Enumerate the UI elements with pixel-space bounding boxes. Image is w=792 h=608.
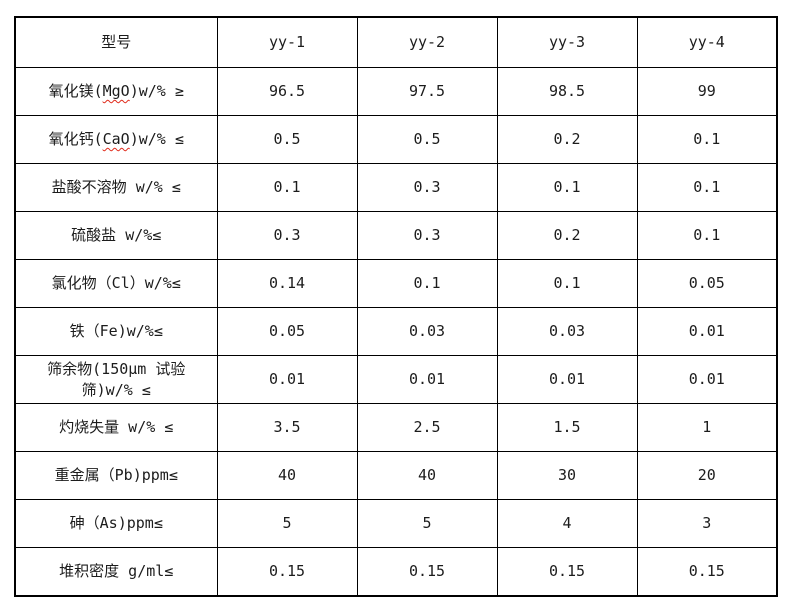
value-cell: 0.01 [356,355,498,404]
param-label-text: 氧化钙( [48,130,103,148]
spellcheck-underlined-word: CaO [102,130,130,148]
table-row-iron: 铁（Fe)w/%≤ 0.05 0.03 0.03 0.01 [14,307,778,356]
param-label-cell: 氧化镁(MgO)w/% ≥ [14,67,218,116]
table-row-heavy-metals: 重金属（Pb)ppm≤ 40 40 30 20 [14,451,778,500]
value-cell: 0.2 [496,115,638,164]
value-cell: 0.3 [356,163,498,212]
value-cell: 0.05 [216,307,358,356]
value-cell: 0.01 [636,307,778,356]
value-cell: 0.01 [216,355,358,404]
table-row-chloride: 氯化物（Cl）w/%≤ 0.14 0.1 0.1 0.05 [14,259,778,308]
table-row-mgo: 氧化镁(MgO)w/% ≥ 96.5 97.5 98.5 99 [14,67,778,116]
param-label-text: 重金属（Pb)ppm≤ [54,466,178,484]
value-cell: 3 [636,499,778,548]
table-row-sieve-residue: 筛余物(150μm 试验 筛)w/% ≤ 0.01 0.01 0.01 0.01 [14,355,778,404]
param-label-cell: 重金属（Pb)ppm≤ [14,451,218,500]
value-cell: 4 [496,499,638,548]
value-cell: 96.5 [216,67,358,116]
value-cell: 0.3 [216,211,358,260]
value-cell: 97.5 [356,67,498,116]
param-label-cell: 铁（Fe)w/%≤ [14,307,218,356]
value-cell: 0.1 [356,259,498,308]
value-cell: 0.14 [216,259,358,308]
param-label-text: 筛余物(150μm 试验 筛)w/% ≤ [47,359,186,399]
spec-table: 型号 yy-1 yy-2 yy-3 yy-4 氧化镁(MgO)w/% ≥ 96.… [14,16,778,597]
value-cell: 0.15 [636,547,778,597]
value-cell: 0.1 [636,163,778,212]
param-label-cell: 硫酸盐 w/%≤ [14,211,218,260]
value-cell: 30 [496,451,638,500]
param-label-text: 堆积密度 g/ml≤ [59,562,174,580]
param-label-text: 氧化镁( [48,82,103,100]
value-cell: 0.01 [636,355,778,404]
header-cell-yy-1: yy-1 [216,16,358,68]
header-cell-model-label: 型号 [14,16,218,68]
table-row-bulk-density: 堆积密度 g/ml≤ 0.15 0.15 0.15 0.15 [14,547,778,597]
value-cell: 0.15 [356,547,498,597]
param-label-cell: 砷（As)ppm≤ [14,499,218,548]
table-row-arsenic: 砷（As)ppm≤ 5 5 4 3 [14,499,778,548]
header-cell-yy-2: yy-2 [356,16,498,68]
param-label-cell: 灼烧失量 w/% ≤ [14,403,218,452]
param-label-cell: 氧化钙(CaO)w/% ≤ [14,115,218,164]
param-label-suffix: )w/% ≥ [129,82,184,100]
value-cell: 0.15 [216,547,358,597]
value-cell: 0.1 [636,211,778,260]
value-cell: 0.1 [496,259,638,308]
value-cell: 0.05 [636,259,778,308]
param-label-suffix: )w/% ≤ [129,130,184,148]
value-cell: 1 [636,403,778,452]
table-row-sulfate: 硫酸盐 w/%≤ 0.3 0.3 0.2 0.1 [14,211,778,260]
param-label-cell: 盐酸不溶物 w/% ≤ [14,163,218,212]
table-row-loss-on-ignition: 灼烧失量 w/% ≤ 3.5 2.5 1.5 1 [14,403,778,452]
value-cell: 0.1 [216,163,358,212]
value-cell: 0.3 [356,211,498,260]
value-cell: 0.03 [356,307,498,356]
value-cell: 99 [636,67,778,116]
value-cell: 20 [636,451,778,500]
value-cell: 5 [216,499,358,548]
value-cell: 5 [356,499,498,548]
value-cell: 0.2 [496,211,638,260]
value-cell: 0.1 [636,115,778,164]
param-label-cell: 筛余物(150μm 试验 筛)w/% ≤ [14,355,218,404]
spellcheck-underlined-word: MgO [102,82,130,100]
value-cell: 0.15 [496,547,638,597]
param-label-text: 灼烧失量 w/% ≤ [59,418,174,436]
header-cell-yy-3: yy-3 [496,16,638,68]
value-cell: 0.01 [496,355,638,404]
value-cell: 98.5 [496,67,638,116]
value-cell: 0.1 [496,163,638,212]
value-cell: 1.5 [496,403,638,452]
value-cell: 0.5 [216,115,358,164]
value-cell: 0.5 [356,115,498,164]
param-label-text: 盐酸不溶物 w/% ≤ [51,178,181,196]
header-cell-yy-4: yy-4 [636,16,778,68]
value-cell: 0.03 [496,307,638,356]
table-row-hcl-insoluble: 盐酸不溶物 w/% ≤ 0.1 0.3 0.1 0.1 [14,163,778,212]
param-label-cell: 堆积密度 g/ml≤ [14,547,218,597]
value-cell: 3.5 [216,403,358,452]
param-label-cell: 氯化物（Cl）w/%≤ [14,259,218,308]
param-label-text: 氯化物（Cl）w/%≤ [51,274,181,292]
value-cell: 40 [356,451,498,500]
param-label-text: 铁（Fe)w/%≤ [69,322,163,340]
param-label-text: 砷（As)ppm≤ [69,514,163,532]
value-cell: 2.5 [356,403,498,452]
table-row-cao: 氧化钙(CaO)w/% ≤ 0.5 0.5 0.2 0.1 [14,115,778,164]
param-label-text: 硫酸盐 w/%≤ [71,226,162,244]
header-row: 型号 yy-1 yy-2 yy-3 yy-4 [14,16,778,68]
value-cell: 40 [216,451,358,500]
